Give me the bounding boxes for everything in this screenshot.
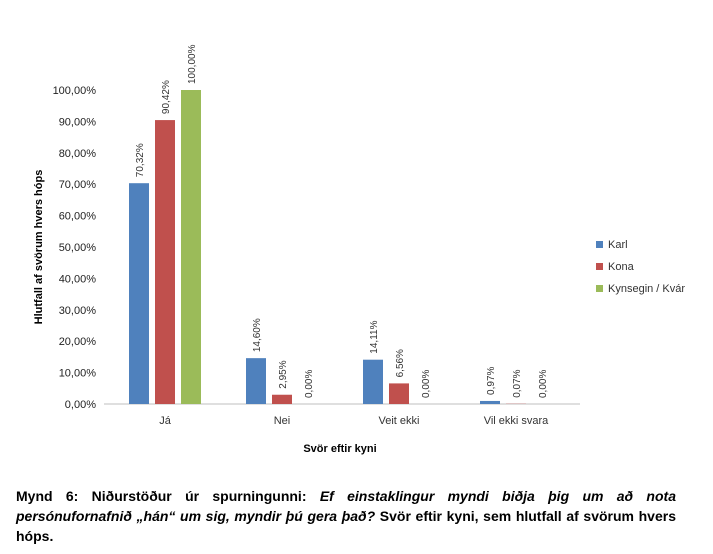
caption-question: Ef einstaklingur myndi biðja þig um að n… bbox=[16, 488, 676, 524]
data-label: 0,00% bbox=[421, 370, 432, 398]
legend-label: Karl bbox=[608, 239, 628, 251]
data-label: 100,00% bbox=[187, 44, 198, 84]
legend-label: Kynsegin / Kvár bbox=[608, 283, 685, 295]
legend-swatch bbox=[596, 241, 603, 248]
data-label: 0,00% bbox=[304, 370, 315, 398]
data-label: 0,97% bbox=[486, 366, 497, 394]
data-label: 6,56% bbox=[395, 349, 406, 377]
bar bbox=[246, 358, 266, 404]
x-tick-label: Veit ekki bbox=[379, 415, 420, 427]
caption-suffix: Svör eftir kyni, sem hlutfall af svörum … bbox=[16, 508, 676, 544]
legend-label: Kona bbox=[608, 261, 635, 273]
data-label: 70,32% bbox=[135, 143, 146, 177]
y-tick-label: 90,00% bbox=[59, 116, 97, 128]
y-tick-label: 20,00% bbox=[59, 336, 97, 348]
y-tick-label: 70,00% bbox=[59, 179, 97, 191]
bar bbox=[389, 383, 409, 404]
data-label: 14,11% bbox=[369, 320, 380, 353]
y-axis-title: Hlutfall af svörum hvers hóps bbox=[33, 170, 45, 325]
y-tick-label: 10,00% bbox=[59, 368, 97, 380]
data-label: 2,95% bbox=[278, 360, 289, 388]
bar bbox=[129, 183, 149, 404]
y-tick-label: 0,00% bbox=[65, 399, 96, 411]
data-label: 0,07% bbox=[512, 369, 523, 397]
y-tick-label: 80,00% bbox=[59, 148, 97, 160]
data-label: 14,60% bbox=[252, 318, 263, 352]
y-tick-label: 30,00% bbox=[59, 305, 97, 317]
x-axis-title: Svör eftir kyni bbox=[303, 443, 376, 455]
legend-swatch bbox=[596, 285, 603, 292]
data-label: 0,00% bbox=[538, 370, 549, 398]
x-tick-label: Nei bbox=[274, 415, 291, 427]
bar bbox=[363, 359, 383, 404]
y-tick-label: 60,00% bbox=[59, 211, 97, 223]
legend: Karl Kona Kynsegin / Kvár bbox=[596, 239, 685, 295]
x-tick-label: Já bbox=[159, 415, 172, 427]
bar bbox=[272, 394, 292, 404]
figure-caption: Mynd 6: Niðurstöður úr spurningunni: Ef … bbox=[16, 486, 676, 546]
x-tick-label: Vil ekki svara bbox=[484, 415, 549, 427]
bar bbox=[480, 400, 500, 404]
bar-chart: 0,00% 10,00% 20,00% 30,00% 40,00% 50,00% 60,00… bbox=[33, 44, 685, 455]
y-tick-label: 50,00% bbox=[59, 242, 97, 254]
bar bbox=[155, 120, 175, 404]
caption-prefix: Mynd 6: Niðurstöður úr spurningunni: bbox=[16, 488, 320, 504]
data-label: 90,42% bbox=[161, 80, 172, 114]
y-tick-label: 100,00% bbox=[53, 85, 97, 97]
bar bbox=[181, 90, 201, 404]
legend-swatch bbox=[596, 263, 603, 270]
y-tick-label: 40,00% bbox=[59, 273, 97, 285]
